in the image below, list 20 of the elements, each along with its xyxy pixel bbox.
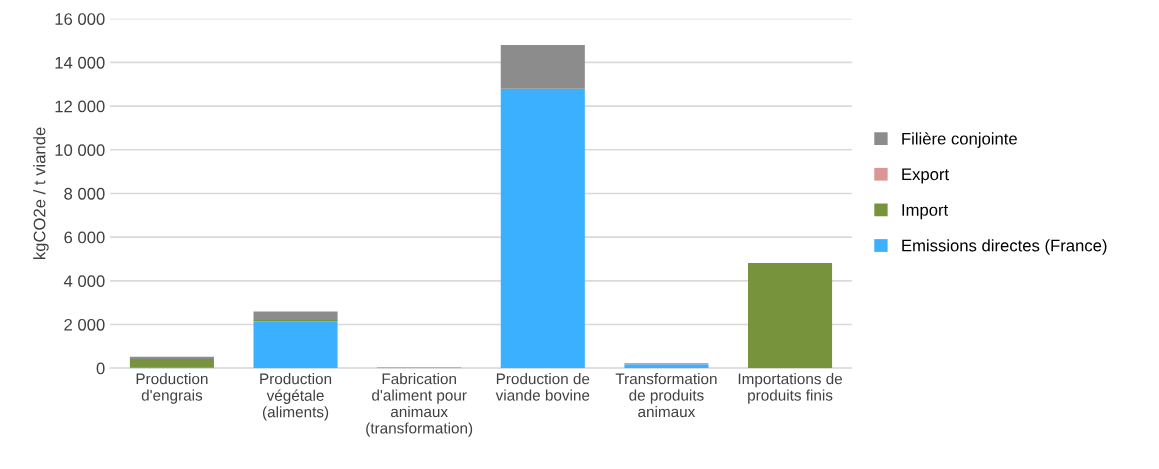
legend-label: Emissions directes (France) xyxy=(902,239,1107,255)
x-tick-label: Fabrication d'aliment pour animaux (transformation) xyxy=(366,373,473,437)
y-tick-label: 2 000 xyxy=(64,318,105,331)
legend-label: Import xyxy=(902,204,949,220)
y-tick-label: 10 000 xyxy=(55,144,105,156)
x-tick-label: Production végétale (aliments) xyxy=(260,373,332,421)
y-axis-title: kgCO2e / t viande xyxy=(33,127,49,260)
y-tick-label: 4 000 xyxy=(63,275,105,288)
y-tick-label: 16 000 xyxy=(55,13,105,25)
legend-label: Export xyxy=(902,168,949,184)
x-tick-label: Production de viande bovine xyxy=(495,373,590,401)
x-tick-label: Importations de produits finis xyxy=(738,373,843,404)
y-tick-label: 12 000 xyxy=(55,100,105,113)
x-tick-label: Transformation de produits animaux xyxy=(615,373,717,418)
y-tick-label: 6 000 xyxy=(64,231,105,244)
y-tick-label: 0 xyxy=(96,362,105,375)
y-tick-label: 8 000 xyxy=(64,187,105,200)
y-tick-label: 14 000 xyxy=(55,56,105,69)
x-tick-label: Production d'engrais xyxy=(136,373,208,404)
legend-label: Filière conjointe xyxy=(902,132,1017,148)
